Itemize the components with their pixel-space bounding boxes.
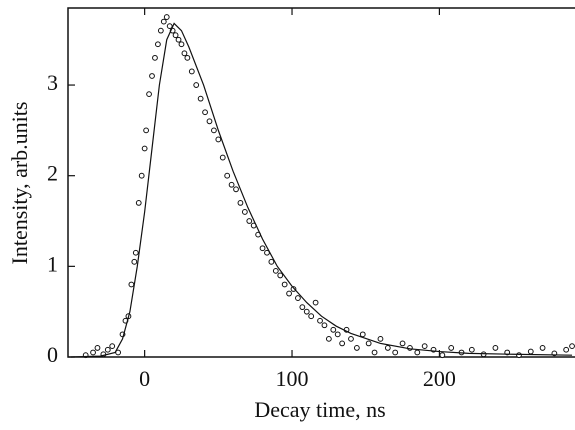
data-point <box>172 32 179 39</box>
data-point <box>246 218 253 224</box>
data-point <box>295 295 301 301</box>
data-point <box>143 127 150 134</box>
data-point <box>516 352 522 359</box>
data-point <box>211 127 217 134</box>
y-tick-label: 2 <box>47 161 58 186</box>
data-point <box>146 91 152 98</box>
data-point <box>563 346 570 353</box>
data-point <box>492 345 499 351</box>
data-point <box>157 27 164 34</box>
data-point <box>334 331 341 338</box>
data-point <box>384 345 391 351</box>
x-tick-label: 100 <box>276 366 309 391</box>
data-point <box>193 82 200 88</box>
data-point <box>277 272 284 279</box>
data-point <box>299 304 306 311</box>
data-point <box>141 145 148 152</box>
data-point <box>448 345 455 351</box>
data-point <box>317 317 323 324</box>
data-point <box>132 249 139 256</box>
data-point <box>202 109 208 116</box>
data-point <box>197 95 204 102</box>
data-point <box>175 36 182 43</box>
data-point <box>392 349 399 356</box>
data-point <box>181 50 188 57</box>
data-point <box>371 349 378 356</box>
data-point <box>90 349 96 356</box>
data-point <box>224 172 231 179</box>
data-point <box>359 331 366 338</box>
data-point <box>128 281 135 288</box>
data-point <box>241 209 248 215</box>
x-tick-label: 0 <box>139 366 150 391</box>
data-point <box>268 258 275 265</box>
x-axis-label: Decay time, ns <box>254 397 385 422</box>
data-point <box>233 186 239 193</box>
data-point <box>421 343 428 350</box>
y-tick-label: 1 <box>47 251 58 276</box>
data-point <box>330 326 337 333</box>
y-tick-label: 3 <box>47 70 58 95</box>
data-point <box>160 18 167 25</box>
data-point <box>286 290 292 297</box>
data-point <box>348 335 354 342</box>
data-point <box>184 54 191 61</box>
data-point <box>312 299 319 306</box>
data-point <box>152 54 158 61</box>
data-point <box>399 340 406 347</box>
fit-line <box>70 22 573 358</box>
data-point <box>149 73 155 79</box>
data-point <box>325 335 332 342</box>
data-point <box>272 267 279 274</box>
data-point <box>178 41 185 48</box>
y-tick-label: 0 <box>47 342 58 367</box>
data-point <box>339 340 346 347</box>
data-point <box>237 199 244 206</box>
data-point <box>569 343 575 350</box>
data-point <box>303 308 310 315</box>
data-point <box>468 346 475 353</box>
data-point <box>439 352 446 359</box>
data-point <box>414 349 421 356</box>
data-point <box>527 348 534 355</box>
data-point <box>94 345 101 351</box>
data-point <box>109 343 116 350</box>
data-point <box>259 245 266 252</box>
x-tick-label: 200 <box>423 366 456 391</box>
data-point <box>281 281 288 288</box>
data-point <box>228 181 235 188</box>
data-point <box>155 41 161 48</box>
data-point <box>215 136 222 143</box>
data-point <box>163 14 170 20</box>
data-point <box>131 258 138 265</box>
data-point <box>104 346 111 353</box>
data-point <box>219 154 226 161</box>
data-point <box>539 345 546 351</box>
data-point <box>166 23 173 30</box>
data-point <box>290 286 297 292</box>
data-point <box>138 172 145 179</box>
data-point <box>353 345 360 351</box>
plot-frame <box>67 7 575 358</box>
data-point <box>365 340 372 347</box>
data-point <box>206 118 213 125</box>
data-point <box>188 68 195 75</box>
y-axis-label: Intensity, arb.units <box>7 102 32 265</box>
data-point <box>377 335 384 342</box>
data-point <box>135 199 142 206</box>
data-point <box>308 313 315 320</box>
data-point <box>321 322 328 329</box>
